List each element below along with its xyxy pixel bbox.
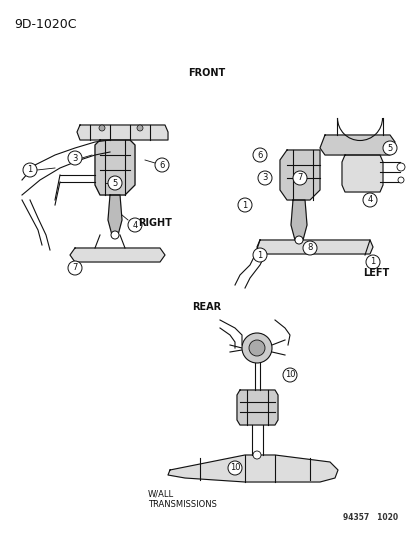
Circle shape bbox=[294, 236, 302, 244]
Polygon shape bbox=[256, 240, 372, 254]
Circle shape bbox=[228, 461, 242, 475]
Circle shape bbox=[68, 261, 82, 275]
Circle shape bbox=[365, 255, 379, 269]
Polygon shape bbox=[341, 155, 382, 192]
Text: 1: 1 bbox=[370, 257, 375, 266]
Circle shape bbox=[137, 125, 142, 131]
Polygon shape bbox=[168, 455, 337, 482]
Polygon shape bbox=[70, 248, 165, 262]
Circle shape bbox=[362, 193, 376, 207]
Text: 1: 1 bbox=[27, 166, 33, 174]
Circle shape bbox=[99, 125, 105, 131]
Text: 10: 10 bbox=[229, 464, 240, 472]
Circle shape bbox=[397, 177, 403, 183]
Text: FRONT: FRONT bbox=[188, 68, 225, 78]
Text: 4: 4 bbox=[366, 196, 372, 205]
Polygon shape bbox=[279, 150, 319, 200]
Circle shape bbox=[282, 368, 296, 382]
Text: 6: 6 bbox=[159, 160, 164, 169]
Polygon shape bbox=[290, 200, 306, 240]
Circle shape bbox=[257, 171, 271, 185]
Text: W/ALL
TRANSMISSIONS: W/ALL TRANSMISSIONS bbox=[147, 490, 216, 510]
Circle shape bbox=[302, 241, 316, 255]
Circle shape bbox=[108, 176, 122, 190]
Text: 9D-1020C: 9D-1020C bbox=[14, 18, 76, 31]
Text: REAR: REAR bbox=[192, 302, 221, 312]
Circle shape bbox=[242, 333, 271, 363]
Circle shape bbox=[382, 141, 396, 155]
Polygon shape bbox=[95, 140, 135, 195]
Polygon shape bbox=[77, 125, 168, 140]
Circle shape bbox=[252, 248, 266, 262]
Polygon shape bbox=[108, 195, 122, 235]
Text: 3: 3 bbox=[72, 154, 78, 163]
Text: 7: 7 bbox=[297, 174, 302, 182]
Text: 8: 8 bbox=[306, 244, 312, 253]
Circle shape bbox=[252, 148, 266, 162]
Circle shape bbox=[111, 231, 119, 239]
Circle shape bbox=[252, 451, 260, 459]
Circle shape bbox=[292, 171, 306, 185]
Circle shape bbox=[23, 163, 37, 177]
Text: 10: 10 bbox=[284, 370, 294, 379]
Text: 4: 4 bbox=[132, 221, 137, 230]
Text: 6: 6 bbox=[257, 150, 262, 159]
Polygon shape bbox=[319, 135, 394, 155]
Circle shape bbox=[68, 151, 82, 165]
Text: 3: 3 bbox=[262, 174, 267, 182]
Circle shape bbox=[128, 218, 142, 232]
Text: 1: 1 bbox=[242, 200, 247, 209]
Text: RIGHT: RIGHT bbox=[138, 218, 171, 228]
Circle shape bbox=[396, 163, 404, 171]
Text: 5: 5 bbox=[112, 179, 117, 188]
Text: 1: 1 bbox=[257, 251, 262, 260]
Text: LEFT: LEFT bbox=[362, 268, 388, 278]
Polygon shape bbox=[236, 390, 277, 425]
Text: 7: 7 bbox=[72, 263, 78, 272]
Circle shape bbox=[237, 198, 252, 212]
Text: 94357   1020: 94357 1020 bbox=[342, 513, 397, 522]
Text: 5: 5 bbox=[387, 143, 392, 152]
Circle shape bbox=[248, 340, 264, 356]
Circle shape bbox=[154, 158, 169, 172]
